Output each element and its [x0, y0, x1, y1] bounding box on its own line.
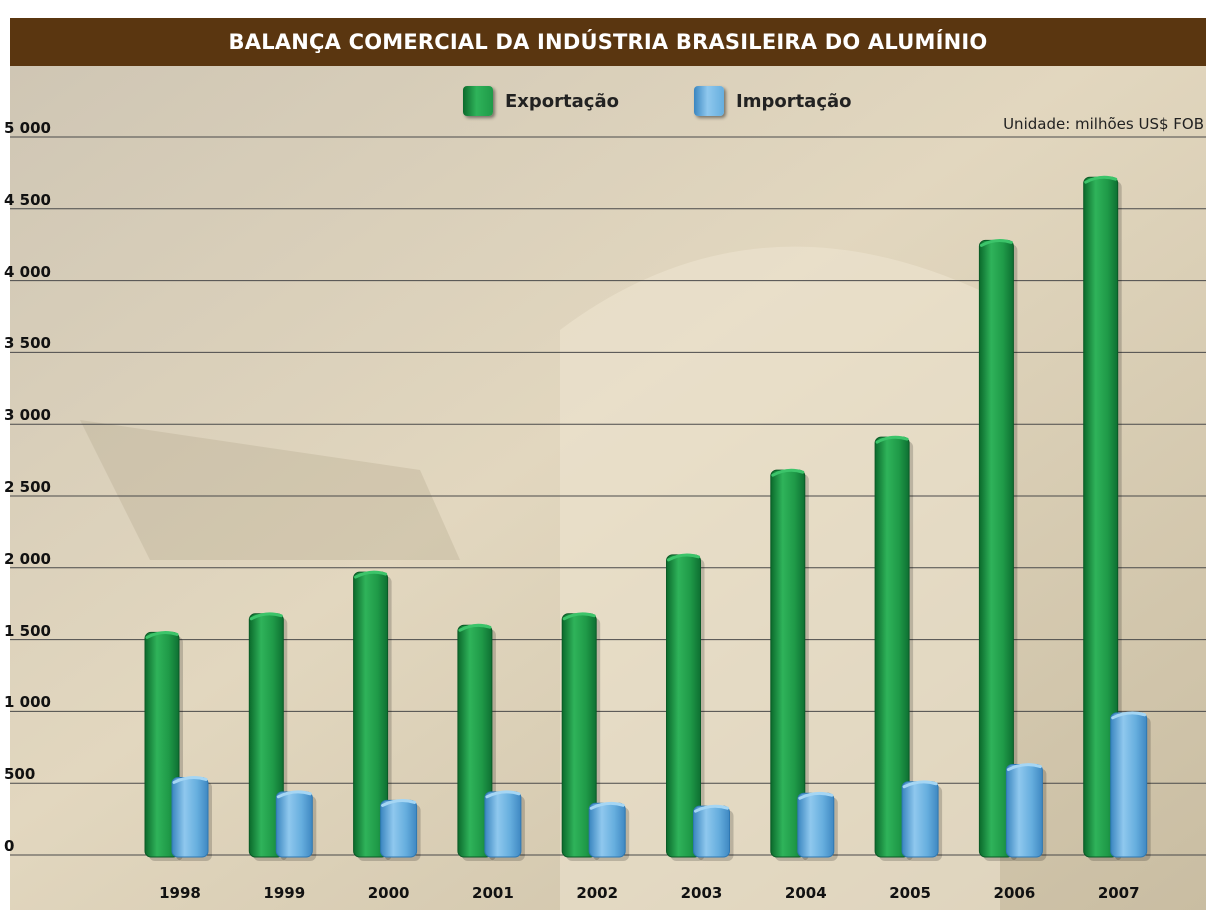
x-tick-label: 2000	[367, 884, 410, 902]
bar-body	[380, 799, 418, 858]
bar-bevel	[667, 553, 700, 562]
bar-importacao	[693, 804, 734, 861]
legend-swatch-importacao	[694, 86, 724, 116]
bar-body	[1110, 712, 1148, 858]
bar-exportacao	[353, 570, 392, 861]
bar-body	[1005, 764, 1043, 858]
y-tick-label: 500	[4, 765, 36, 784]
bar-bevel	[589, 801, 625, 810]
bar-body	[484, 791, 522, 858]
y-tick-label: 0	[4, 837, 15, 855]
bar-exportacao	[1083, 175, 1122, 861]
bar-bevel	[979, 238, 1013, 247]
bar-importacao	[1110, 711, 1151, 861]
bar-bevel	[172, 776, 208, 784]
unit-label: Unidade: milhões US$ FOB	[1003, 115, 1204, 133]
bar-importacao	[275, 790, 317, 861]
bar-body	[588, 802, 626, 858]
y-tick-label: 1 500	[4, 621, 51, 640]
bar-bevel	[1006, 763, 1042, 772]
bar-bevel	[694, 804, 729, 813]
x-tick-label: 1998	[159, 884, 201, 902]
x-tick-label: 2003	[680, 884, 723, 902]
bar-bevel	[458, 623, 492, 632]
y-tick-label: 2 500	[4, 478, 51, 496]
bars-layer	[144, 175, 1151, 862]
chart-title: BALANÇA COMERCIAL DA INDÚSTRIA BRASILEIR…	[228, 30, 988, 54]
bar-bevel	[902, 780, 938, 789]
bar-bevel	[1111, 711, 1147, 720]
y-tick-label: 1 000	[4, 693, 51, 712]
bar-bevel	[381, 799, 417, 807]
bar-bevel	[249, 612, 283, 621]
bar-exportacao	[874, 435, 914, 861]
bar-body	[693, 805, 730, 858]
x-tick-label: 2007	[1097, 884, 1140, 902]
background-ship-shape	[80, 420, 460, 560]
bar-exportacao	[144, 630, 183, 861]
bar-exportacao	[248, 612, 288, 861]
x-tick-label: 2005	[889, 884, 931, 902]
bar-importacao	[797, 791, 838, 861]
bar-bevel	[562, 612, 596, 621]
y-tick-label: 2 000	[4, 549, 51, 568]
bar-body	[978, 239, 1014, 858]
bar-bevel	[771, 468, 805, 477]
bar-importacao	[588, 801, 630, 861]
title-bar: BALANÇA COMERCIAL DA INDÚSTRIA BRASILEIR…	[10, 18, 1206, 66]
legend-label-importacao: Importação	[736, 90, 852, 112]
bar-importacao	[171, 776, 212, 861]
x-tick-label: 2001	[472, 884, 514, 902]
x-tick-label: 2002	[576, 884, 619, 902]
bar-exportacao	[561, 612, 601, 861]
bar-bevel	[145, 630, 179, 639]
y-tick-label: 3 500	[4, 334, 51, 353]
bar-bevel	[875, 435, 909, 444]
bar-body	[275, 791, 313, 858]
bar-importacao	[901, 780, 943, 861]
y-tick-label: 5 000	[4, 119, 51, 137]
bar-body	[171, 776, 209, 858]
bar-importacao	[1005, 763, 1047, 861]
legend-label-exportacao: Exportação	[505, 90, 619, 112]
bar-importacao	[380, 799, 421, 861]
bar-importacao	[484, 790, 525, 861]
legend-swatch-exportacao	[463, 86, 493, 116]
y-tick-label: 3 000	[4, 406, 51, 425]
x-tick-label: 2004	[784, 884, 827, 902]
y-tick-label: 4 500	[4, 190, 51, 209]
x-tick-label: 1999	[263, 884, 306, 902]
legend-item-importacao: Importação	[694, 86, 852, 116]
x-tick-label: 2006	[993, 884, 1036, 902]
bar-bevel	[354, 570, 388, 579]
bar-exportacao	[770, 468, 809, 861]
legend-item-exportacao: Exportação	[463, 86, 619, 116]
bar-bevel	[485, 790, 521, 799]
bar-body	[901, 781, 939, 858]
bar-body	[797, 792, 835, 858]
bar-bevel	[798, 791, 834, 800]
bar-exportacao	[978, 238, 1018, 862]
bar-bevel	[276, 790, 312, 799]
y-tick-label: 4 000	[4, 262, 51, 281]
bar-exportacao	[666, 553, 705, 861]
bar-bevel	[1084, 175, 1118, 184]
